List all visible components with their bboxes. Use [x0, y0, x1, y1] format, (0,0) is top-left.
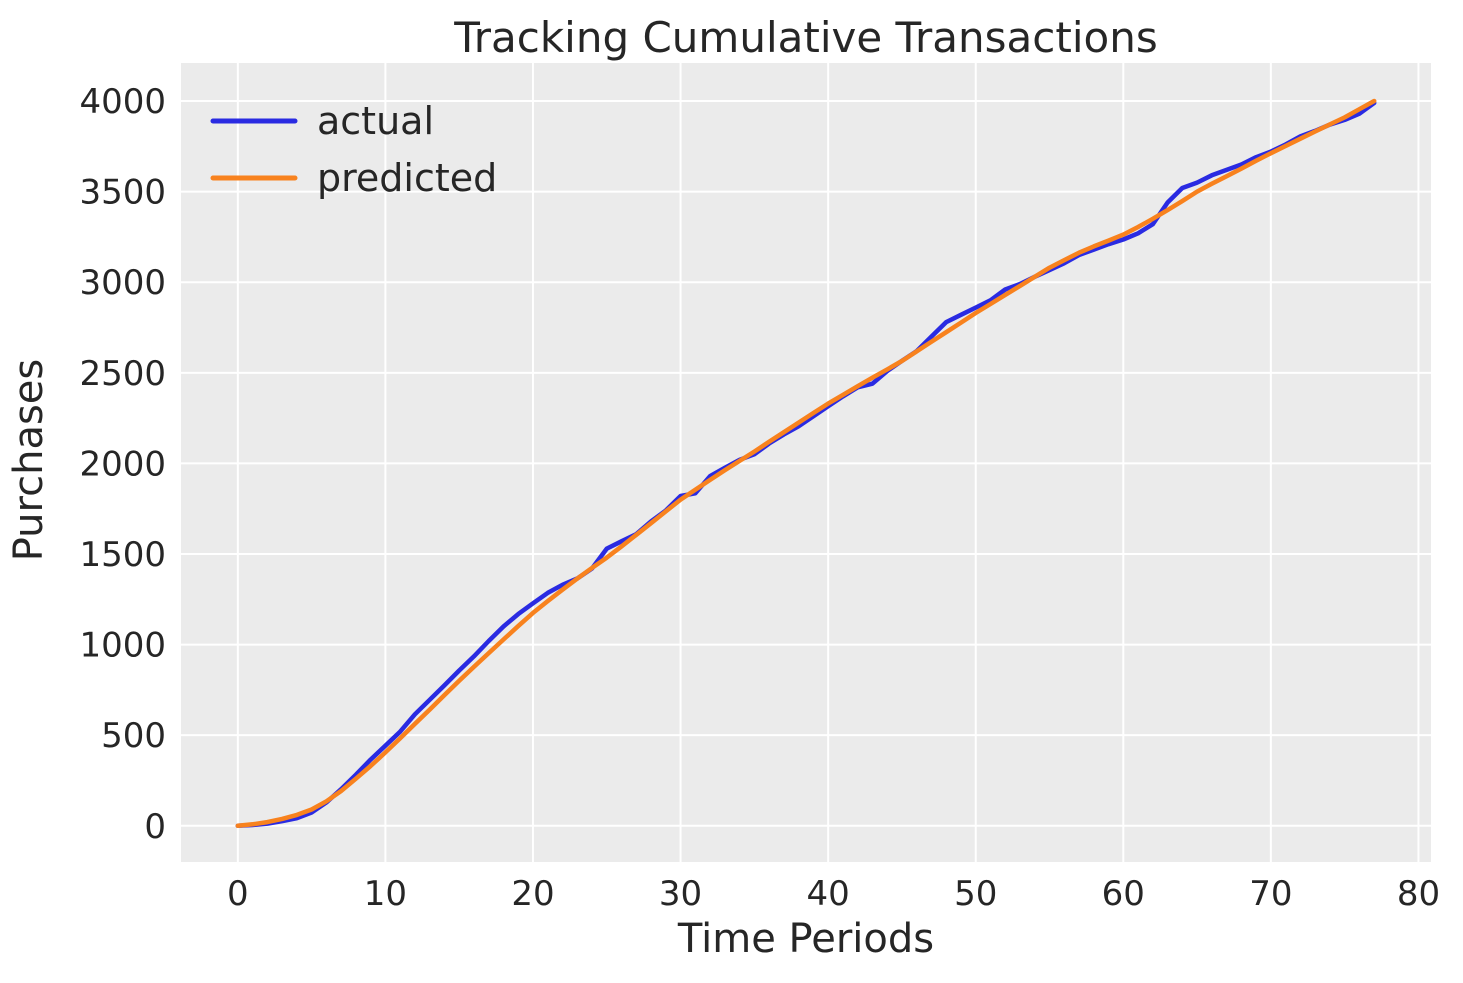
- series-layer: [235, 98, 1377, 829]
- y-tick-label: 500: [101, 716, 166, 756]
- x-tick-label: 80: [1397, 874, 1440, 914]
- x-tick-label: 70: [1249, 874, 1292, 914]
- x-tick-label: 40: [807, 874, 850, 914]
- y-tick-label: 0: [144, 807, 166, 847]
- y-tick-label: 3500: [79, 173, 166, 213]
- x-tick-label: 20: [511, 874, 554, 914]
- x-tick-label: 50: [954, 874, 997, 914]
- legend-actual-label: actual: [317, 99, 434, 143]
- x-tick-label: 10: [364, 874, 407, 914]
- x-axis-label: Time Periods: [677, 916, 934, 962]
- y-tick-label: 2500: [79, 354, 166, 394]
- y-tick-label: 2000: [79, 444, 166, 484]
- y-axis-label: Purchases: [6, 359, 52, 561]
- y-tick-label: 1500: [79, 535, 166, 575]
- series-predicted-line: [235, 98, 1377, 829]
- y-tick-label: 3000: [79, 263, 166, 303]
- legend: actual predicted: [210, 99, 497, 200]
- tick-layer: 0 10 20 30 40 50 60 70 80 0 500 1000 1500 2000 2500 300…: [79, 82, 1440, 914]
- chart-title: Tracking Cumulative Transactions: [453, 13, 1157, 62]
- x-tick-label: 60: [1102, 874, 1145, 914]
- series-actual-line: [235, 100, 1377, 829]
- y-tick-label: 1000: [79, 626, 166, 666]
- x-tick-label: 30: [659, 874, 702, 914]
- legend-predicted-label: predicted: [317, 156, 497, 200]
- x-tick-label: 0: [227, 874, 249, 914]
- y-tick-label: 4000: [79, 82, 166, 122]
- grid-layer: [181, 63, 1431, 862]
